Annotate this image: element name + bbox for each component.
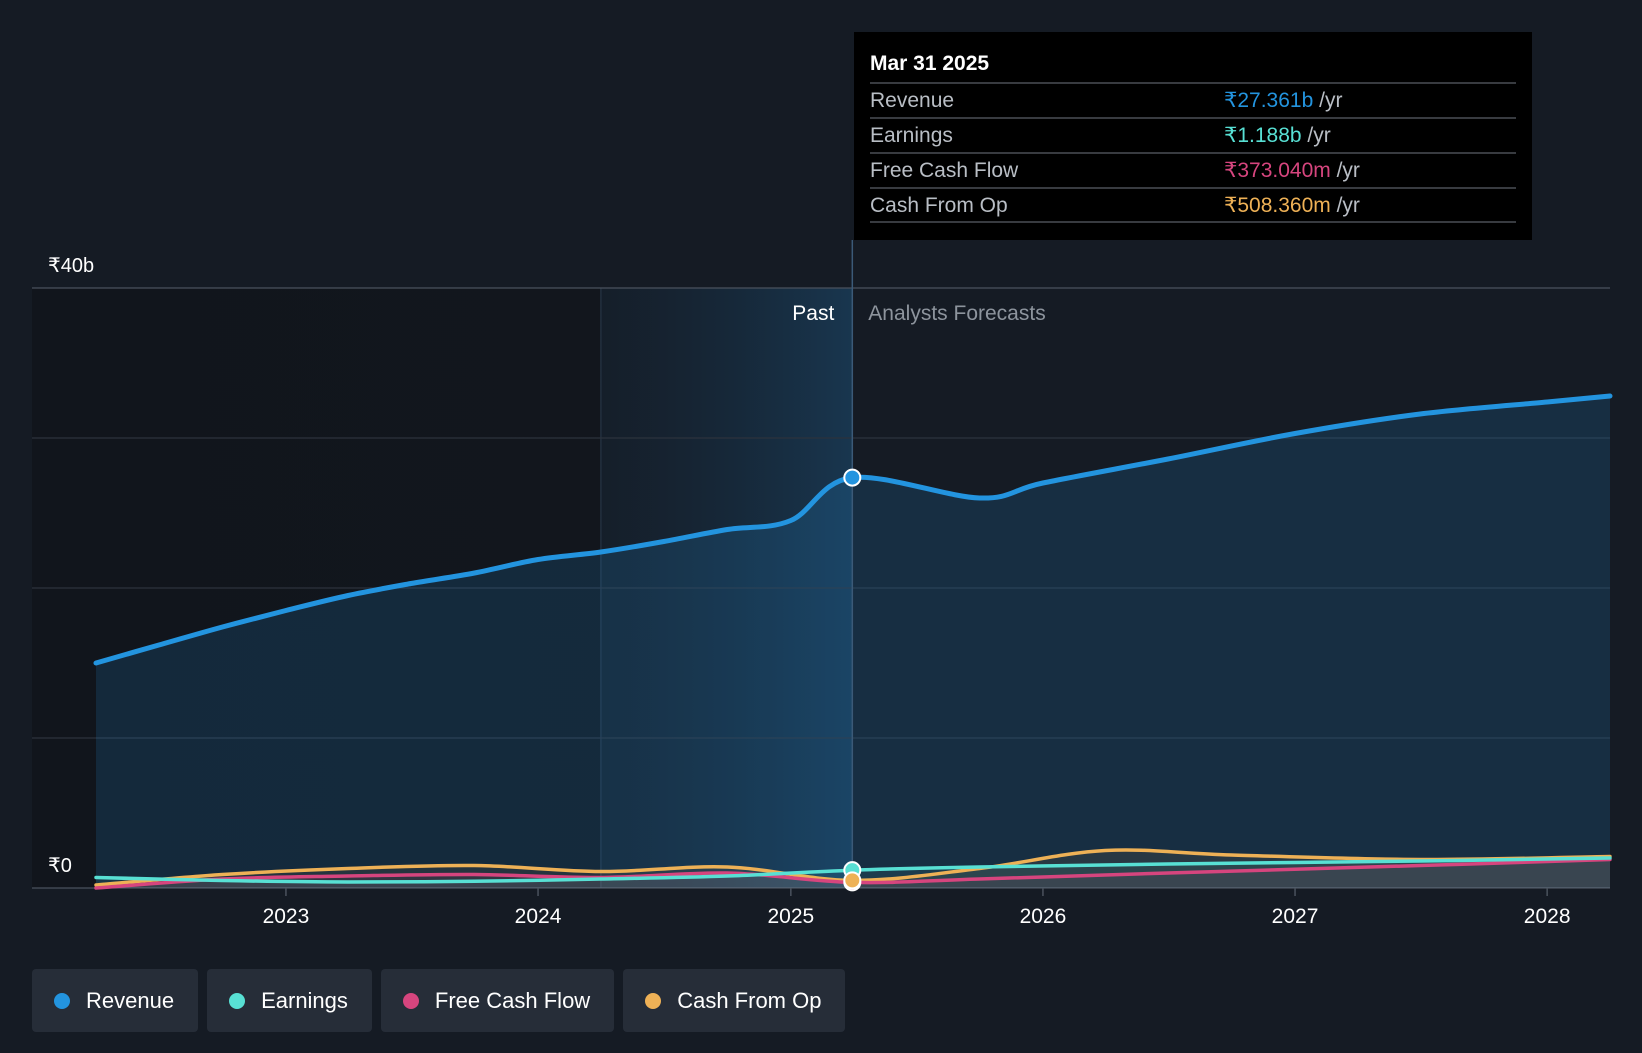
tooltip-row-label: Free Cash Flow [870, 159, 1019, 182]
series-line [93, 393, 1613, 666]
series-line [94, 848, 1612, 887]
past-label: Past [792, 302, 834, 325]
data-point [843, 468, 862, 487]
forecast-label: Analysts Forecasts [868, 302, 1045, 325]
legend-item-revenue[interactable]: Revenue [32, 969, 199, 1032]
y-tick-label: ₹40b [48, 255, 94, 277]
data-point [843, 871, 862, 890]
legend-dot-icon [229, 992, 246, 1009]
legend-label: Revenue [86, 987, 175, 1013]
series-area [96, 849, 1610, 888]
legend-item-earnings[interactable]: Earnings [207, 969, 372, 1032]
tooltip-box [854, 32, 1532, 240]
tooltip-row-value: ₹373.040m /yr [1224, 159, 1360, 182]
legend-label: Earnings [261, 987, 348, 1013]
x-tick-label: 2023 [263, 905, 310, 928]
series-line [94, 856, 1612, 884]
tooltip-row-value: ₹508.360m /yr [1224, 194, 1360, 217]
tooltip-value: ₹508.360m [1224, 194, 1331, 217]
x-tick-label: 2024 [515, 905, 562, 928]
legend-label: Cash From Op [677, 987, 822, 1013]
x-tick-label: 2025 [767, 905, 814, 928]
tooltip-value: ₹1.188b [1224, 124, 1302, 147]
legend-label: Free Cash Flow [434, 987, 591, 1013]
legend-dot-icon [54, 992, 70, 1009]
x-tick-label: 2027 [1272, 905, 1319, 928]
tooltip-value: ₹373.040m [1224, 159, 1331, 182]
legend-item-free-cash-flow[interactable]: Free Cash Flow [380, 969, 615, 1032]
y-tick-label: ₹0 [48, 855, 72, 877]
legend-item-cash-from-op[interactable]: Cash From Op [623, 969, 846, 1032]
legend: Revenue Earnings Free Cash Flow Cash From O… [32, 969, 846, 1032]
tooltip-row-label: Cash From Op [870, 194, 1008, 217]
x-tick-label: 2026 [1020, 905, 1067, 928]
x-tick-label: 2028 [1524, 905, 1571, 928]
tooltip-row-label: Earnings [870, 124, 953, 147]
tooltip-row-label: Revenue [870, 89, 954, 112]
tooltip-unit: /yr [1331, 194, 1360, 217]
tooltip-unit: /yr [1331, 159, 1360, 182]
tooltip-value: ₹27.361b [1224, 89, 1313, 112]
legend-dot-icon [645, 992, 662, 1009]
legend-dot-icon [402, 992, 419, 1009]
tooltip-unit: /yr [1313, 89, 1342, 112]
tooltip-row-value: ₹27.361b /yr [1224, 89, 1342, 112]
tooltip-date: Mar 31 2025 [870, 52, 989, 75]
tooltip-row-value: ₹1.188b /yr [1224, 124, 1331, 147]
tooltip-unit: /yr [1302, 124, 1331, 147]
